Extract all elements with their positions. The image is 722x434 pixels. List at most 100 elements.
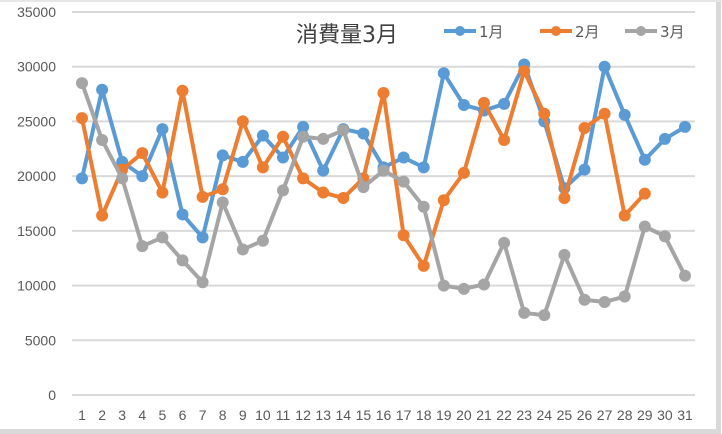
y-tick-label: 30000	[17, 59, 56, 75]
x-tick-label: 24	[537, 407, 553, 423]
data-point-marker	[96, 83, 109, 96]
top-border	[0, 0, 722, 2]
x-tick-label: 3	[118, 407, 126, 423]
data-point-marker	[658, 132, 671, 145]
legend-label: 1月	[479, 23, 504, 41]
data-point-marker	[297, 172, 310, 185]
chart-title-group: 消費量3月	[296, 23, 398, 48]
data-point-marker	[116, 172, 129, 185]
data-point-marker	[518, 306, 531, 319]
data-point-marker	[256, 129, 269, 142]
data-point-marker	[176, 254, 189, 267]
x-tick-label: 19	[436, 407, 452, 423]
data-point-marker	[216, 196, 229, 209]
x-tick-label: 15	[356, 407, 372, 423]
data-point-marker	[277, 151, 289, 164]
data-point-marker	[679, 269, 691, 282]
data-point-marker	[337, 192, 350, 205]
y-tick-label: 10000	[17, 278, 56, 294]
data-point-marker	[156, 123, 169, 136]
data-point-marker	[236, 243, 249, 256]
data-point-marker	[618, 290, 631, 303]
data-point-marker	[417, 161, 430, 174]
data-point-marker	[76, 112, 88, 125]
x-tick-label: 23	[516, 407, 532, 423]
x-tick-label: 9	[239, 407, 247, 423]
x-tick-label: 22	[496, 407, 512, 423]
data-point-marker	[618, 209, 631, 222]
data-point-marker	[417, 259, 430, 272]
data-point-marker	[478, 278, 490, 291]
x-tick-label: 14	[336, 407, 352, 423]
data-point-marker	[196, 190, 209, 203]
data-point-marker	[578, 293, 591, 306]
data-point-marker	[377, 86, 390, 99]
x-tick-label: 29	[637, 407, 653, 423]
y-tick-label: 25000	[17, 113, 56, 129]
data-point-marker	[538, 107, 551, 120]
data-point-marker	[518, 65, 531, 78]
data-point-marker	[96, 209, 109, 222]
y-tick-label: 5000	[25, 332, 56, 348]
data-point-marker	[397, 175, 410, 188]
x-tick-label: 11	[276, 407, 291, 423]
data-point-marker	[236, 155, 249, 168]
data-point-marker	[498, 236, 511, 249]
data-point-marker	[638, 153, 651, 166]
x-tick-label: 2	[98, 407, 106, 423]
data-point-marker	[196, 276, 209, 289]
x-tick-label: 30	[657, 407, 673, 423]
data-point-marker	[156, 231, 169, 244]
x-tick-label: 28	[617, 407, 633, 423]
data-point-marker	[76, 77, 88, 90]
data-point-marker	[457, 99, 470, 112]
x-tick-label: 16	[376, 407, 392, 423]
y-tick-label: 0	[48, 387, 56, 403]
data-point-marker	[598, 295, 611, 308]
legend-item-1: 1月	[444, 23, 504, 41]
x-tick-label: 27	[597, 407, 613, 423]
data-point-marker	[357, 127, 370, 140]
x-tick-label: 25	[557, 407, 573, 423]
data-point-marker	[317, 132, 330, 145]
data-point-marker	[236, 115, 249, 128]
legend-marker-icon	[551, 26, 561, 36]
data-point-marker	[277, 184, 289, 197]
legend-item-2: 2月	[540, 23, 600, 41]
legend-marker-icon	[455, 26, 465, 36]
x-tick-label: 10	[255, 407, 271, 423]
data-point-marker	[457, 166, 470, 179]
x-tick-label: 12	[295, 407, 311, 423]
legend-label: 3月	[660, 23, 685, 41]
data-point-marker	[437, 279, 450, 292]
x-tick-label: 1	[78, 407, 86, 423]
data-point-marker	[377, 164, 390, 177]
x-tick-label: 6	[179, 407, 187, 423]
data-point-marker	[538, 309, 551, 322]
data-point-marker	[558, 192, 571, 205]
data-point-marker	[437, 194, 450, 207]
data-point-marker	[558, 248, 571, 261]
y-tick-label: 20000	[17, 168, 56, 184]
data-point-marker	[437, 67, 450, 80]
data-point-marker	[256, 161, 269, 174]
data-point-marker	[638, 220, 651, 233]
x-tick-label: 20	[456, 407, 472, 423]
data-point-marker	[397, 229, 410, 242]
x-tick-label: 21	[476, 407, 492, 423]
data-point-marker	[317, 164, 330, 177]
data-point-marker	[598, 60, 611, 73]
series-1	[76, 58, 691, 244]
data-point-marker	[397, 151, 410, 164]
data-point-marker	[417, 200, 430, 213]
data-point-marker	[478, 96, 490, 109]
data-point-marker	[136, 240, 149, 253]
data-point-marker	[136, 170, 149, 183]
data-point-marker	[317, 186, 330, 199]
x-tick-label: 4	[138, 407, 146, 423]
x-tick-label: 7	[199, 407, 207, 423]
data-point-marker	[256, 234, 269, 247]
data-point-marker	[96, 134, 109, 147]
